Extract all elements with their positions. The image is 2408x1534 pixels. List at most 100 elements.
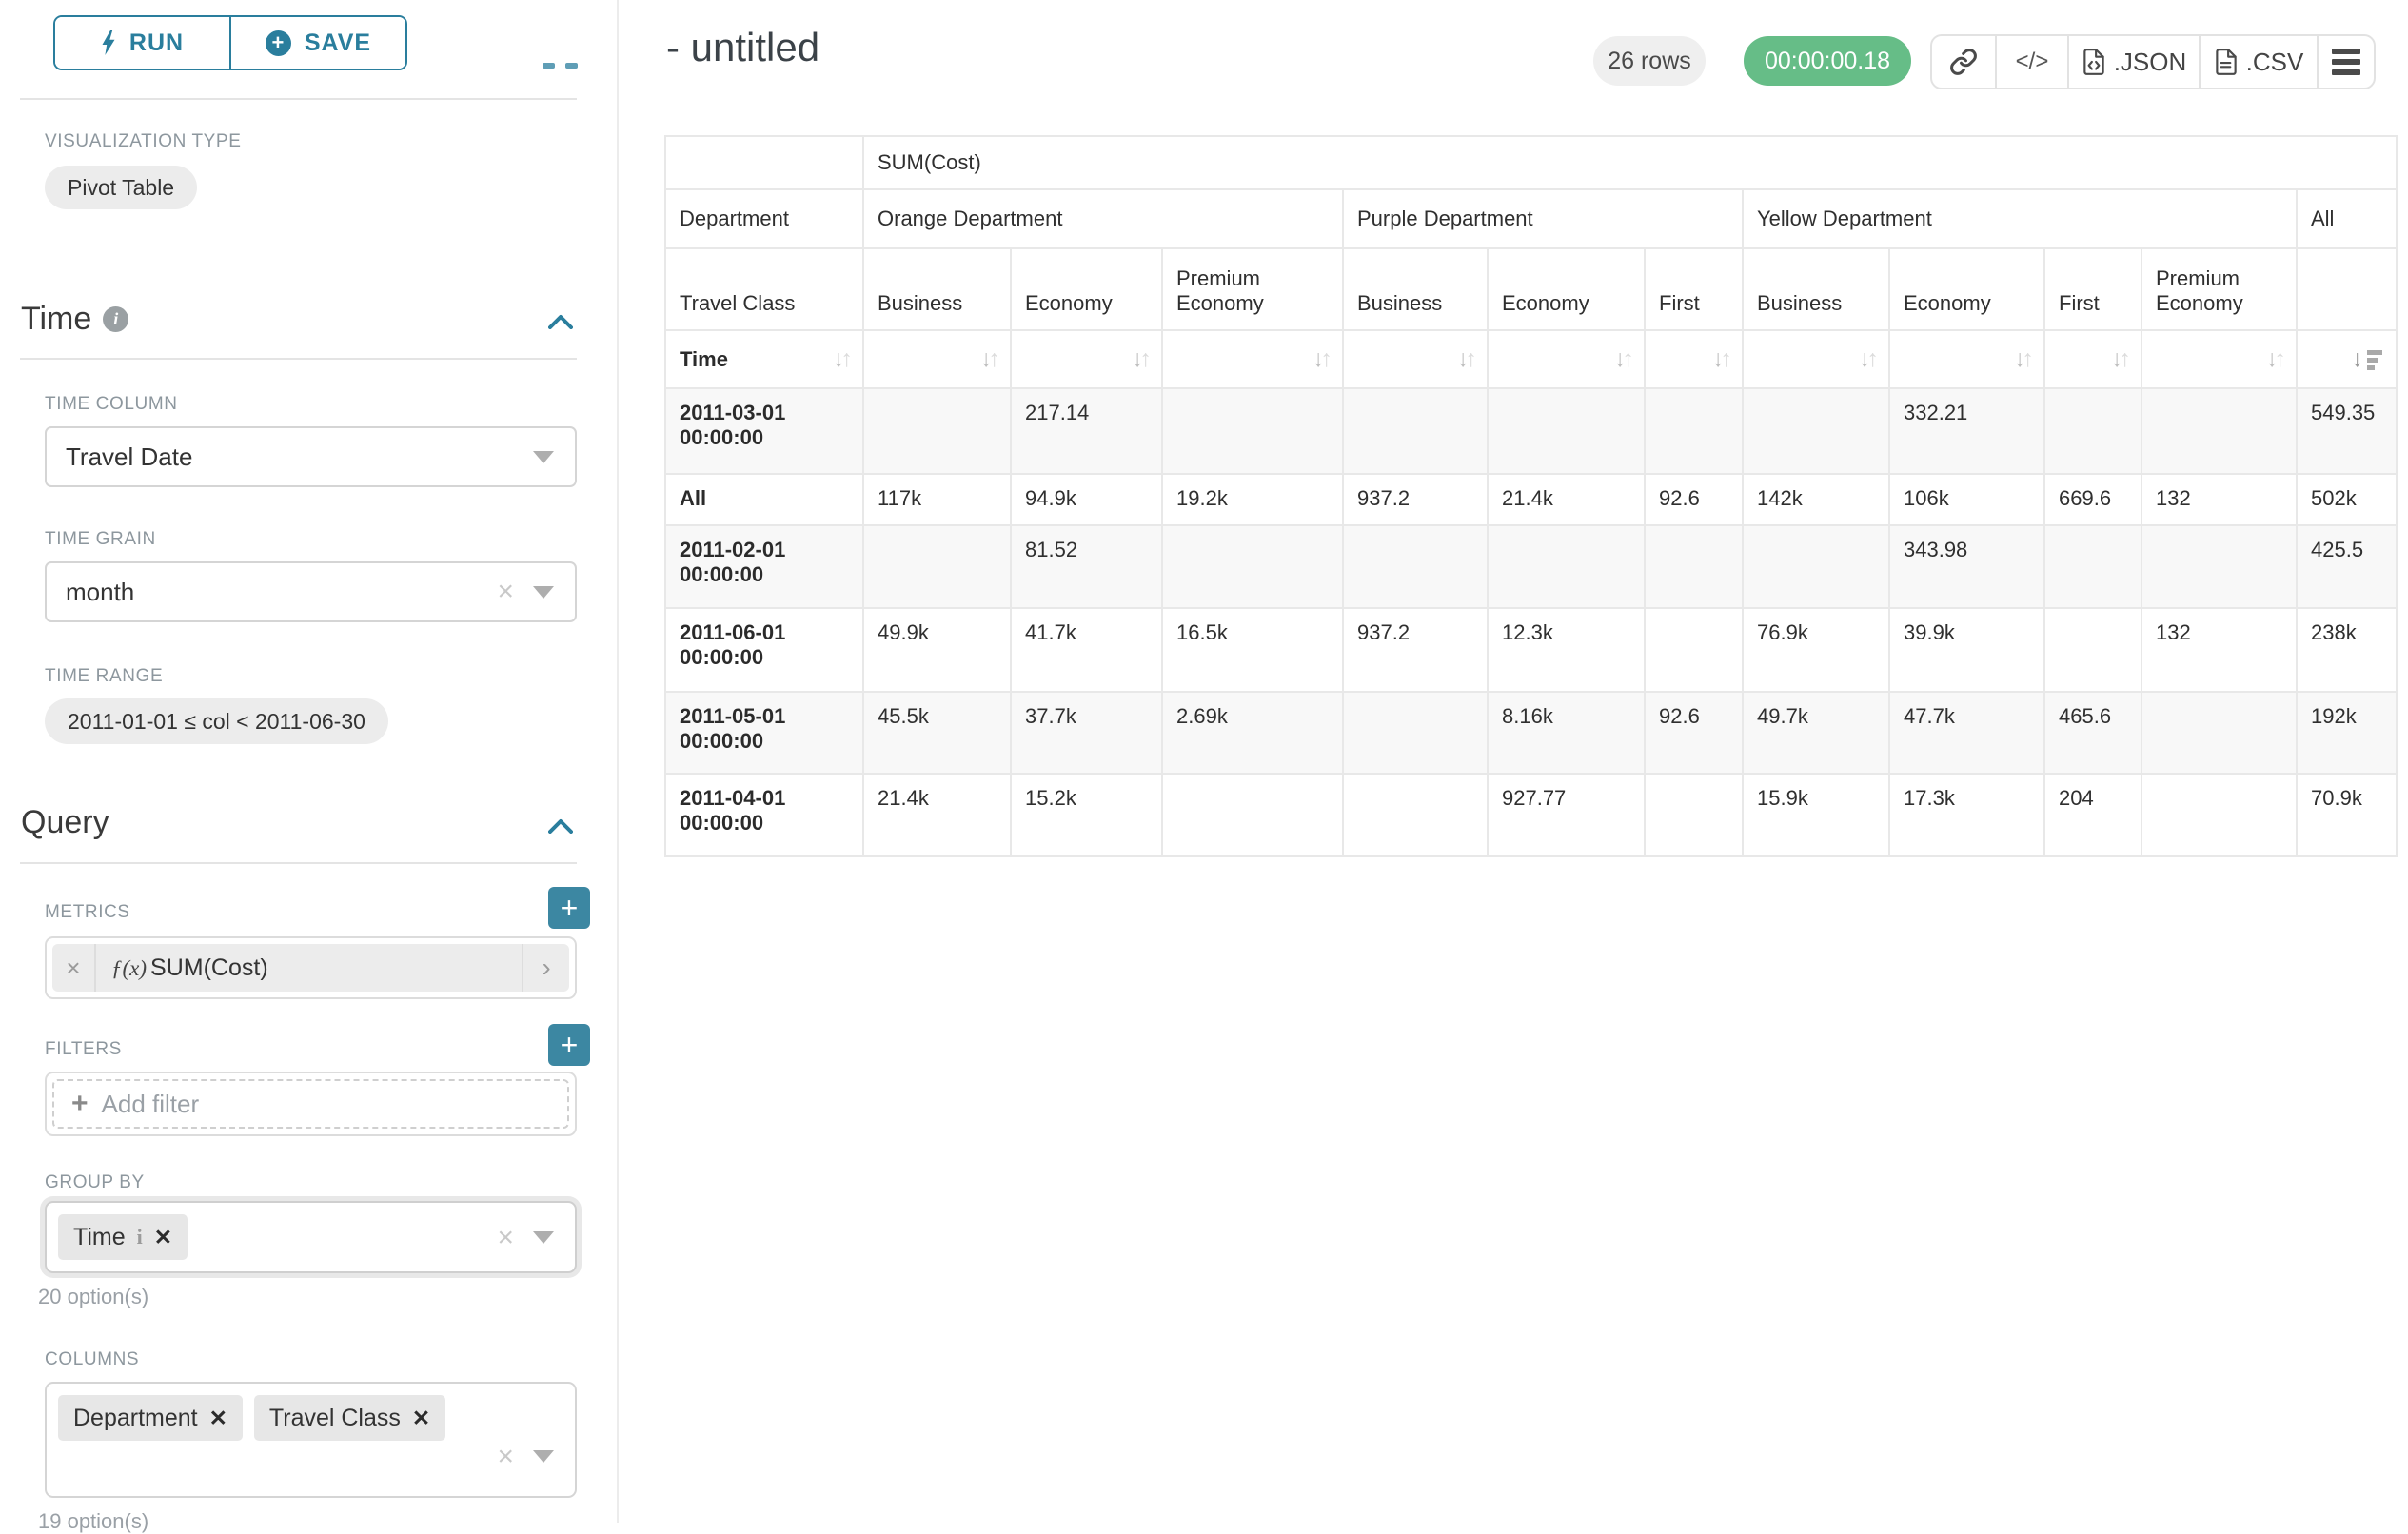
value-cell	[1742, 387, 1890, 475]
metric-header: SUM(Cost)	[862, 135, 2398, 190]
visualization-type-pill[interactable]: Pivot Table	[45, 166, 198, 209]
row-label: 2011-04-01 00:00:00	[664, 773, 864, 857]
remove-pill-icon[interactable]: ✕	[411, 1405, 431, 1430]
chevron-right-icon[interactable]: ›	[522, 944, 569, 992]
table-row: 2011-04-01 00:00:00 21.4k 15.2k 927.77 15.9k…	[664, 773, 2398, 857]
value-cell: 49.9k	[862, 607, 1012, 693]
value-cell	[2141, 773, 2298, 857]
sort-icon[interactable]: ↓↑	[1132, 345, 1152, 372]
add-filter-dropzone[interactable]: + Add filter	[52, 1079, 569, 1129]
columns-select[interactable]: Department ✕ Travel Class ✕ ×	[45, 1382, 577, 1498]
row-count-badge: 26 rows	[1593, 36, 1706, 86]
sort-descending-active-icon[interactable]: ↓	[2352, 347, 2382, 371]
run-button-label: RUN	[128, 29, 185, 56]
run-button[interactable]: RUN	[55, 17, 229, 69]
clear-icon[interactable]: ×	[497, 1441, 514, 1472]
travel-class-header: Business	[1342, 247, 1489, 331]
collapse-chevron-icon[interactable]	[548, 818, 573, 834]
column-sort-header[interactable]: ↓↑	[1644, 329, 1744, 389]
column-sort-header[interactable]: ↓↑	[1161, 329, 1344, 389]
time-grain-select[interactable]: month ×	[45, 561, 577, 622]
sort-icon[interactable]: ↓↑	[2014, 345, 2034, 372]
remove-metric-icon[interactable]: ×	[52, 944, 96, 992]
travel-class-header: Business	[1742, 247, 1890, 331]
sort-icon[interactable]: ↓↑	[2111, 345, 2131, 372]
column-sort-header[interactable]: ↓↑	[1742, 329, 1890, 389]
export-csv-button[interactable]: .CSV	[2199, 36, 2317, 88]
column-sort-header[interactable]: ↓↑	[1888, 329, 2045, 389]
group-by-select[interactable]: Time i ✕ ×	[45, 1201, 577, 1273]
sort-icon[interactable]: ↓↑	[2266, 345, 2286, 372]
value-cell: 15.9k	[1742, 773, 1890, 857]
collapse-chevron-icon[interactable]	[548, 314, 573, 329]
value-cell: 19.2k	[1161, 473, 1344, 526]
column-sort-header[interactable]: ↓↑	[2141, 329, 2298, 389]
filters-label: FILTERS	[45, 1039, 122, 1059]
export-csv-label: .CSV	[2245, 47, 2304, 76]
time-section-title: Time	[21, 301, 92, 337]
fx-icon: ƒ(x)	[111, 955, 148, 980]
group-by-pill-label: Time	[73, 1223, 126, 1250]
clear-icon[interactable]: ×	[497, 576, 514, 607]
value-cell	[1342, 773, 1489, 857]
value-cell: 132	[2141, 607, 2298, 693]
table-row: 2011-06-01 00:00:00 49.9k 41.7k 16.5k 937.2 1…	[664, 607, 2398, 693]
section-divider	[20, 98, 577, 100]
time-column-value: Travel Date	[66, 442, 193, 471]
sort-icon[interactable]: ↓↑	[1859, 345, 1879, 372]
group-by-label: GROUP BY	[45, 1172, 145, 1192]
sort-icon[interactable]: ↓↑	[833, 344, 853, 372]
clear-icon[interactable]: ×	[497, 1222, 514, 1253]
value-cell: 937.2	[1342, 473, 1489, 526]
time-sort-header[interactable]: Time ↓↑	[664, 329, 864, 389]
add-metric-button[interactable]: +	[548, 887, 590, 929]
chevron-down-icon	[533, 1231, 554, 1244]
remove-pill-icon[interactable]: ✕	[153, 1224, 173, 1249]
column-sort-header[interactable]: ↓↑	[1487, 329, 1646, 389]
sort-icon[interactable]: ↓↑	[1614, 345, 1634, 372]
sort-icon[interactable]: ↓↑	[980, 345, 1000, 372]
more-options-button[interactable]	[2317, 36, 2374, 88]
group-by-options-count: 20 option(s)	[38, 1285, 149, 1308]
view-query-button[interactable]: </>	[1995, 36, 2067, 88]
share-link-button[interactable]	[1932, 36, 1995, 88]
columns-label: COLUMNS	[45, 1349, 140, 1369]
plus-circle-icon: +	[265, 30, 291, 56]
pivot-table: SUM(Cost) Department Orange Department Purp…	[664, 135, 2398, 857]
time-column-select[interactable]: Travel Date	[45, 426, 577, 487]
column-sort-header[interactable]: ↓↑	[862, 329, 1012, 389]
value-cell: 45.5k	[862, 691, 1012, 775]
add-filter-button[interactable]: +	[548, 1024, 590, 1066]
column-sort-header[interactable]: ↓↑	[2043, 329, 2142, 389]
row-label: 2011-03-01 00:00:00	[664, 387, 864, 475]
value-cell: 549.35	[2296, 387, 2398, 475]
value-cell: 502k	[2296, 473, 2398, 526]
value-cell	[2043, 524, 2142, 609]
time-section-header: Time i	[21, 301, 129, 338]
column-sort-header[interactable]: ↓↑	[1010, 329, 1163, 389]
columns-pill[interactable]: Travel Class ✕	[253, 1395, 446, 1441]
save-button[interactable]: + SAVE	[229, 17, 405, 69]
columns-pill[interactable]: Department ✕	[58, 1395, 243, 1441]
column-sort-header[interactable]: ↓	[2296, 329, 2398, 389]
value-cell: 76.9k	[1742, 607, 1890, 693]
sort-icon[interactable]: ↓↑	[1712, 345, 1732, 372]
group-by-pill[interactable]: Time i ✕	[58, 1214, 188, 1260]
sort-icon[interactable]: ↓↑	[1313, 345, 1332, 372]
chart-title[interactable]: - untitled	[666, 25, 820, 69]
export-json-button[interactable]: .JSON	[2067, 36, 2199, 88]
metrics-box: × ƒ(x) SUM(Cost) ›	[45, 936, 577, 999]
remove-pill-icon[interactable]: ✕	[208, 1405, 227, 1430]
metric-pill[interactable]: × ƒ(x) SUM(Cost) ›	[52, 944, 569, 992]
value-cell: 37.7k	[1010, 691, 1163, 775]
value-cell: 12.3k	[1487, 607, 1646, 693]
corner-cell	[664, 135, 864, 190]
value-cell: 142k	[1742, 473, 1890, 526]
time-range-pill[interactable]: 2011-01-01 ≤ col < 2011-06-30	[45, 698, 388, 744]
travel-class-header: Economy	[1010, 247, 1163, 331]
value-cell: 238k	[2296, 607, 2398, 693]
column-sort-header[interactable]: ↓↑	[1342, 329, 1489, 389]
sort-icon[interactable]: ↓↑	[1457, 345, 1477, 372]
value-cell	[862, 387, 1012, 475]
query-section-header: Query	[21, 804, 109, 841]
